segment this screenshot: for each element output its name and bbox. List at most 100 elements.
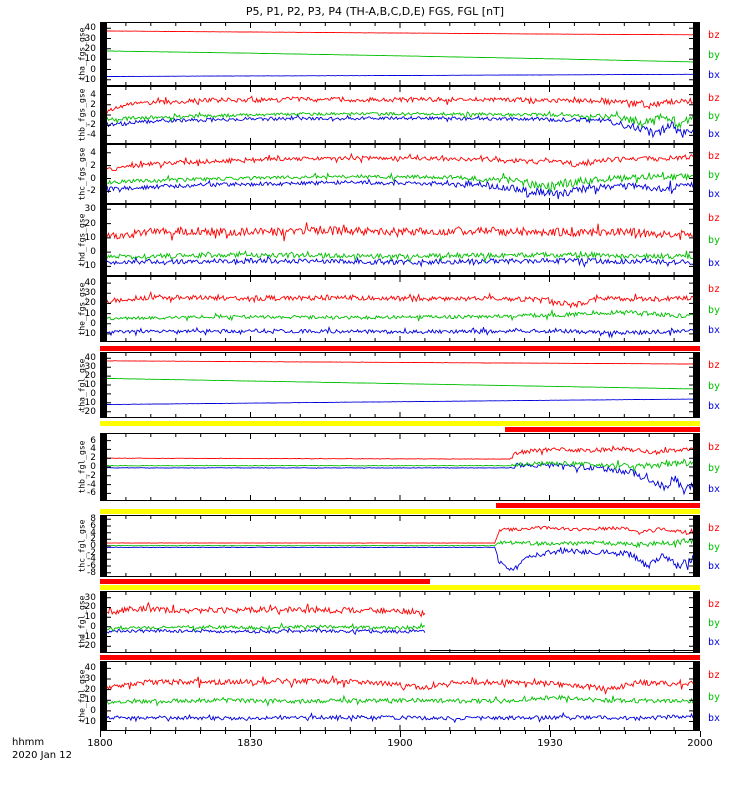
y-tick-label: 20 (84, 684, 96, 695)
legend-by: by (708, 235, 721, 247)
series-bx-line (101, 627, 426, 636)
x-tick-label: 2000 (687, 738, 713, 749)
plot-svg (101, 145, 699, 203)
y-minor-ticks-block (101, 145, 107, 203)
y-major-ticks (101, 152, 699, 192)
panel-tha_fgl_gse (100, 352, 700, 418)
series-bx-line (101, 178, 699, 200)
x-ticks-inner (101, 353, 699, 417)
y-major-ticks (101, 94, 699, 136)
panel-thb_fgl_gse (100, 433, 700, 501)
series-by-line (101, 50, 699, 63)
legend-bx: bx (708, 483, 721, 495)
y-tick-label: 6 (90, 521, 96, 531)
series-bx-line (101, 462, 699, 496)
x-tick-label: 1900 (387, 738, 413, 749)
panel-name-label: thb_fgl_gse (77, 440, 87, 494)
series-by-line (101, 171, 699, 192)
x-ticks-inner (101, 277, 699, 341)
quality-bar (100, 655, 700, 660)
series-by-line (101, 458, 699, 474)
series-by-line (101, 250, 699, 264)
plot-svg (101, 662, 699, 730)
series-bz-line (101, 151, 699, 173)
plot-svg (101, 87, 699, 143)
panel-name-label: thb_fgs_gse (77, 88, 87, 142)
y-tick-label: 8 (90, 514, 96, 525)
x-axis-unit-label: hhmm (12, 737, 45, 748)
y-tick-label: 30 (84, 362, 96, 373)
y-minor-ticks-block (101, 277, 107, 341)
legend-by: by (708, 304, 721, 316)
y-tick-label: 10 (84, 612, 96, 623)
chart-title: P5, P1, P2, P3, P4 (TH-A,B,C,D,E) FGS, F… (245, 5, 505, 18)
y-tick-label: 40 (84, 353, 96, 364)
series-bz-line (101, 445, 699, 460)
y-tick-label: 4 (90, 444, 96, 455)
quality-bar (505, 427, 700, 432)
plot-svg (101, 353, 699, 417)
legend-bx: bx (708, 637, 721, 649)
y-major-ticks (101, 597, 699, 647)
y-tick-label: -6 (87, 488, 96, 499)
legend-bz: bz (708, 441, 721, 453)
panel-name-label: thd_fgl_gse (77, 595, 87, 649)
series-bx-line (101, 546, 699, 572)
x-tick (650, 731, 651, 734)
y-tick-label: 20 (84, 43, 96, 54)
y-minor-ticks-block (693, 205, 699, 275)
legend-bz: bz (708, 151, 721, 163)
y-tick-label: 10 (84, 54, 96, 65)
panel-thb_fgs_gse (100, 86, 700, 144)
y-tick-label: 0 (90, 621, 96, 632)
y-tick-label: 40 (84, 663, 96, 674)
legend-bx: bx (708, 401, 721, 413)
x-tick (100, 731, 101, 737)
y-minor-ticks-block (101, 662, 107, 730)
series-bx-line (101, 114, 699, 139)
y-tick-label: 2 (90, 99, 96, 110)
legend-bz: bz (708, 29, 721, 41)
legend-bx: bx (708, 257, 721, 269)
series-bx-line (101, 73, 699, 78)
y-major-ticks (101, 357, 699, 413)
legend-by: by (708, 691, 721, 703)
y-tick-label: -4 (87, 479, 96, 490)
x-tick (575, 731, 576, 734)
y-major-ticks (101, 208, 699, 267)
y-tick-label: -6 (87, 561, 96, 571)
y-tick-label: 30 (84, 592, 96, 603)
x-tick (625, 731, 626, 734)
y-major-ticks (101, 667, 699, 722)
legend-by: by (708, 617, 721, 629)
y-tick-label: 10 (84, 232, 96, 243)
x-tick (250, 731, 251, 737)
y-minor-ticks-block (101, 205, 107, 275)
x-tick (175, 731, 176, 734)
plot-svg (101, 516, 699, 576)
legend-bx: bx (708, 325, 721, 337)
legend-bz: bz (708, 93, 721, 105)
series-bx-line (101, 398, 699, 406)
panel-name-label: tha_fgs_gse (77, 27, 87, 81)
series-bz-line (101, 525, 699, 544)
x-tick (425, 731, 426, 734)
x-tick (450, 731, 451, 734)
panel-thc_fgs_gse (100, 144, 700, 204)
x-tick-label: 1930 (537, 738, 563, 749)
y-tick-label: 0 (90, 64, 96, 75)
legend-bx: bx (708, 561, 721, 573)
series-bz-line (101, 222, 699, 242)
y-tick-label: 2 (90, 453, 96, 464)
y-tick-label: 4 (90, 89, 96, 100)
x-tick (400, 731, 401, 737)
y-major-ticks (101, 440, 699, 494)
y-tick-label: 4 (90, 527, 96, 538)
y-minor-ticks-block (693, 145, 699, 203)
y-tick-label: 2 (90, 160, 96, 171)
y-tick-label: 30 (84, 33, 96, 44)
series-bx-line (101, 254, 699, 268)
y-major-ticks (101, 518, 699, 574)
panel-thc_fgl_gse (100, 515, 700, 577)
